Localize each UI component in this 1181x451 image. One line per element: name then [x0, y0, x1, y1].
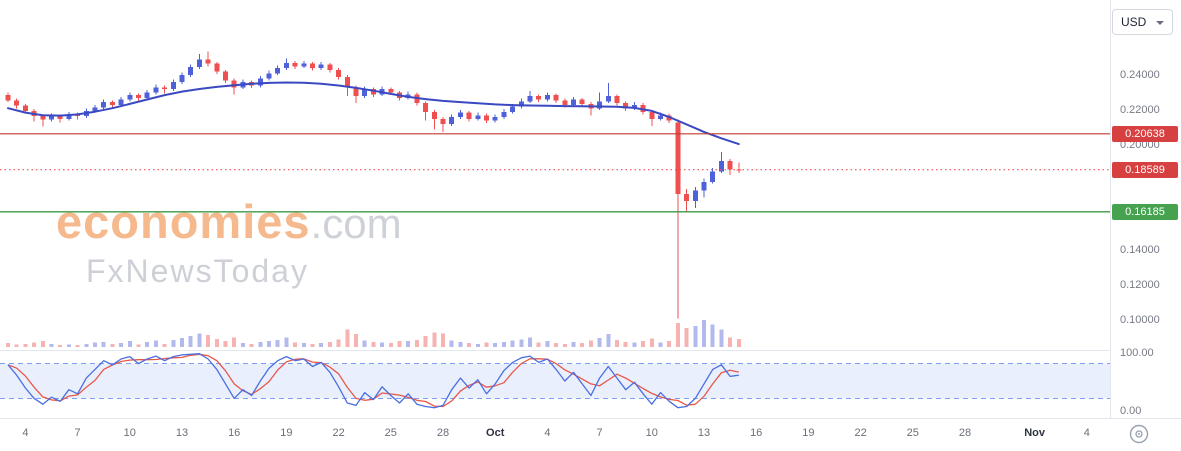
price-axis-label: 0.24000 [1120, 69, 1160, 81]
time-axis-label: 16 [750, 427, 763, 439]
price-levels [0, 133, 1110, 213]
price-badge-support: 0.16185 [1112, 203, 1178, 220]
time-axis-label: 19 [802, 427, 815, 439]
price-axis-label: 0.22000 [1120, 104, 1160, 116]
time-axis-label: 22 [332, 427, 345, 439]
time-axis-label: 4 [1083, 427, 1090, 439]
eye-circle-icon [1129, 424, 1149, 444]
time-axis-label: 25 [906, 427, 919, 439]
time-axis-label: 28 [958, 427, 972, 439]
time-axis-label: 4 [544, 427, 551, 439]
price-badge-last: 0.18589 [1112, 161, 1178, 178]
time-axis[interactable]: 4 7 10 13 16 19 22 25 28 Oct 4 7 10 13 16 19 22 25 28 Nov 4 [0, 419, 1181, 451]
stoch-k-line [7, 353, 739, 409]
time-axis-label: 10 [123, 427, 136, 439]
price-axis-label: 0.14000 [1120, 244, 1160, 256]
ma-line [7, 81, 740, 146]
stoch-band [0, 363, 1110, 399]
time-axis-label: 13 [175, 427, 189, 439]
time-axis-label: 13 [697, 427, 711, 439]
time-axis-label: 25 [384, 427, 397, 439]
chevron-down-icon [1156, 20, 1164, 25]
price-axis-label: 0.10000 [1120, 314, 1160, 326]
time-axis-label: 19 [280, 427, 293, 439]
chart-logo-icon[interactable] [1127, 423, 1151, 447]
time-axis-label: 28 [436, 427, 450, 439]
price-axis[interactable]: 0.24000 0.22000 0.20000 0.14000 0.12000 0.100… [1111, 0, 1181, 451]
price-axis-label: 0.12000 [1120, 279, 1160, 291]
time-axis-label: 4 [22, 427, 29, 439]
currency-value: USD [1121, 15, 1147, 29]
time-axis-label: 7 [596, 427, 603, 439]
indicator-axis-label: 0.00 [1120, 405, 1142, 417]
indicator-axis-label: 100.00 [1120, 347, 1154, 359]
time-axis-label: 22 [854, 427, 867, 439]
stochastic-indicator [7, 353, 739, 409]
time-axis-label: 10 [645, 427, 658, 439]
time-axis-label: Nov [1024, 427, 1045, 439]
volume-series [6, 319, 741, 347]
time-axis-label: Oct [486, 427, 505, 439]
time-axis-label: 7 [74, 427, 81, 439]
price-badge-resistance: 0.20638 [1112, 125, 1178, 142]
time-axis-label: 16 [228, 427, 241, 439]
price-axis-label: 0.20000 [1120, 139, 1160, 151]
currency-selector[interactable]: USD [1112, 9, 1173, 35]
